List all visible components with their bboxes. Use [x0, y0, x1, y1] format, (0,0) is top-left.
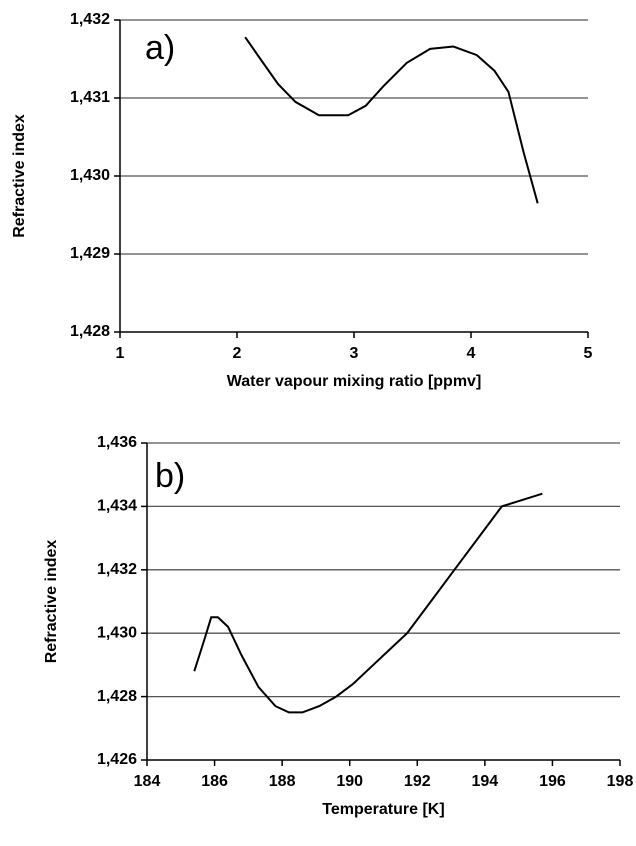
x-tick-label: 194 [472, 773, 499, 790]
x-tick-label: 3 [350, 345, 359, 362]
x-tick-label: 186 [201, 773, 228, 790]
y-tick-label: 1,429 [70, 245, 110, 262]
y-tick-label: 1,432 [97, 561, 137, 578]
y-tick-label: 1,426 [97, 751, 137, 768]
x-axis-title: Temperature [K] [322, 801, 444, 818]
y-tick-label: 1,436 [97, 434, 137, 451]
x-tick-label: 196 [539, 773, 566, 790]
y-axis-title: Refractive index [11, 114, 28, 238]
y-tick-label: 1,430 [97, 624, 137, 641]
x-tick-label: 190 [336, 773, 363, 790]
y-tick-label: 1,434 [97, 498, 137, 515]
x-tick-label: 1 [116, 345, 125, 362]
x-tick-label: 198 [607, 773, 634, 790]
x-tick-label: 2 [233, 345, 242, 362]
x-tick-label: 184 [134, 773, 161, 790]
y-tick-label: 1,428 [97, 688, 137, 705]
y-tick-label: 1,430 [70, 167, 110, 184]
x-tick-label: 188 [269, 773, 296, 790]
line [193, 492, 543, 714]
annotation: b) [155, 457, 185, 495]
y-tick-label: 1,432 [70, 11, 110, 28]
x-tick-label: 192 [404, 773, 431, 790]
annotation: a) [145, 29, 175, 67]
line [244, 36, 539, 204]
x-tick-label: 5 [584, 345, 593, 362]
y-tick-label: 1,428 [70, 323, 110, 340]
x-tick-label: 4 [467, 345, 476, 362]
y-axis-title: Refractive index [43, 540, 60, 664]
x-axis-title: Water vapour mixing ratio [ppmv] [227, 373, 482, 390]
y-tick-label: 1,431 [70, 89, 110, 106]
